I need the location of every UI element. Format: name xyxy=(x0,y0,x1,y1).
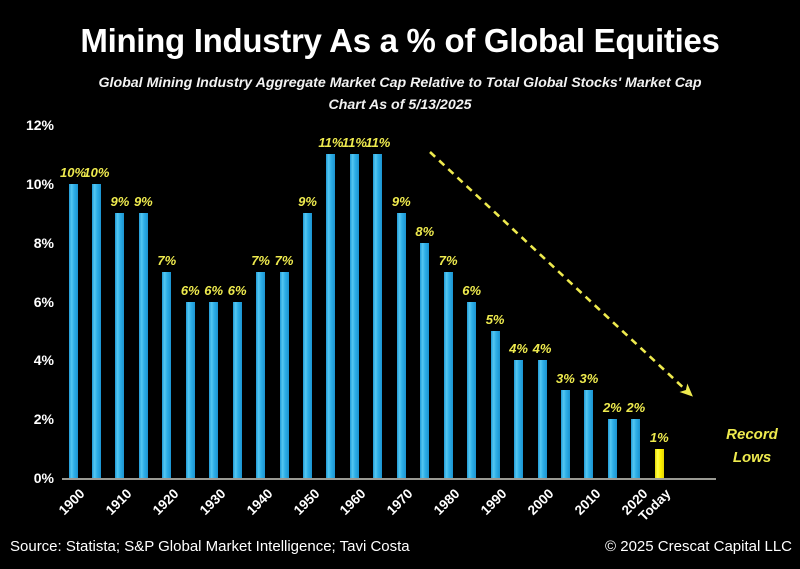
bar-value-label: 6% xyxy=(180,282,200,298)
bar-1955[interactable] xyxy=(326,154,336,478)
x-axis-tick-label: 1910 xyxy=(102,486,135,518)
bar-1990[interactable] xyxy=(490,330,500,478)
record-lows-line-1: Record xyxy=(726,426,778,443)
bar-value-label: 2% xyxy=(626,400,646,416)
y-axis-tick-label: 10% xyxy=(25,175,54,192)
bar-Today[interactable] xyxy=(654,448,664,478)
record-lows-annotation: Record Lows xyxy=(712,424,792,469)
bar-1985[interactable] xyxy=(467,301,477,478)
bar-1910[interactable] xyxy=(115,213,125,478)
bar-value-label: 6% xyxy=(227,282,247,298)
bar-value-label: 6% xyxy=(462,282,482,298)
bar-1935[interactable] xyxy=(232,301,242,478)
bar-value-label: 9% xyxy=(391,194,411,210)
x-axis-tick-label: 1930 xyxy=(196,486,229,518)
bar-1900[interactable] xyxy=(68,183,78,478)
y-axis-tick-label: 6% xyxy=(33,293,54,310)
bar-value-label: 1% xyxy=(649,429,669,445)
x-axis-tick-label: 2010 xyxy=(571,486,604,518)
x-axis-tick-label: 1940 xyxy=(243,486,276,518)
bar-value-label: 8% xyxy=(415,223,435,239)
bar-1905[interactable] xyxy=(91,183,101,478)
y-axis-tick-label: 8% xyxy=(33,234,54,251)
bar-2010[interactable] xyxy=(584,389,594,478)
bar-value-label: 4% xyxy=(532,341,552,357)
x-axis-tick-label: 1980 xyxy=(430,486,463,518)
source-credit: Source: Statista; S&P Global Market Inte… xyxy=(10,538,410,555)
bar-2015[interactable] xyxy=(607,419,617,478)
bar-value-label: 7% xyxy=(438,253,458,269)
x-axis-tick-label: 1960 xyxy=(337,486,369,518)
y-axis-tick-label: 0% xyxy=(33,470,54,486)
bar-1940[interactable] xyxy=(256,272,266,478)
bar-value-label: 7% xyxy=(251,253,270,269)
bar-2005[interactable] xyxy=(560,389,570,478)
bar-value-label: 3% xyxy=(579,370,599,386)
x-axis-tick-label: 1990 xyxy=(477,486,510,518)
bar-value-label: 9% xyxy=(133,194,153,210)
chart-subtitle-line-2: Chart As of 5/13/2025 xyxy=(328,97,472,113)
bar-1920[interactable] xyxy=(162,272,172,478)
bar-value-label: 6% xyxy=(204,282,224,298)
bar-1915[interactable] xyxy=(138,213,148,478)
bar-value-label: 7% xyxy=(274,253,294,269)
y-axis-tick-label: 4% xyxy=(33,352,54,369)
x-axis-tick-label: 1950 xyxy=(290,486,323,518)
bar-2020[interactable] xyxy=(631,419,641,478)
x-axis-line xyxy=(62,478,716,480)
y-axis-tick-label: 12% xyxy=(25,117,54,133)
x-axis-tick-label: 1900 xyxy=(55,486,88,518)
x-axis-tick-label: 1920 xyxy=(149,486,182,518)
bar-1980[interactable] xyxy=(443,272,453,478)
chart-subtitle-line-1: Global Mining Industry Aggregate Market … xyxy=(98,75,702,91)
y-axis-tick-label: 2% xyxy=(33,411,54,428)
bar-value-label: 2% xyxy=(602,400,622,416)
bar-1950[interactable] xyxy=(303,213,312,478)
bar-value-label: 11% xyxy=(365,135,391,151)
bar-value-label: 11% xyxy=(341,135,367,151)
bar-1965[interactable] xyxy=(373,154,383,478)
x-axis-tick-label: 1970 xyxy=(384,486,416,518)
record-lows-line-2: Lows xyxy=(732,448,772,466)
bar-value-label: 10% xyxy=(59,164,87,180)
bar-value-label: 5% xyxy=(485,311,505,327)
bar-value-label: 10% xyxy=(83,164,110,180)
bar-value-label: 3% xyxy=(556,370,575,386)
bar-1995[interactable] xyxy=(514,360,524,478)
bar-1975[interactable] xyxy=(420,242,430,478)
bar-1945[interactable] xyxy=(279,272,289,478)
bar-value-label: 4% xyxy=(509,341,528,357)
bar-2000[interactable] xyxy=(537,360,547,478)
bar-1925[interactable] xyxy=(185,301,195,478)
x-axis-tick-label: 2000 xyxy=(524,486,557,518)
bar-1930[interactable] xyxy=(209,301,219,478)
page-title: Mining Industry As a % of Global Equitie… xyxy=(80,22,720,59)
bar-value-label: 9% xyxy=(110,194,130,210)
bar-value-label: 11% xyxy=(318,135,344,151)
bar-value-label: 7% xyxy=(157,253,177,269)
bar-value-label: 9% xyxy=(298,194,317,210)
bar-1970[interactable] xyxy=(396,213,406,478)
bar-1960[interactable] xyxy=(349,154,359,478)
copyright-notice: © 2025 Crescat Capital LLC xyxy=(605,538,792,555)
